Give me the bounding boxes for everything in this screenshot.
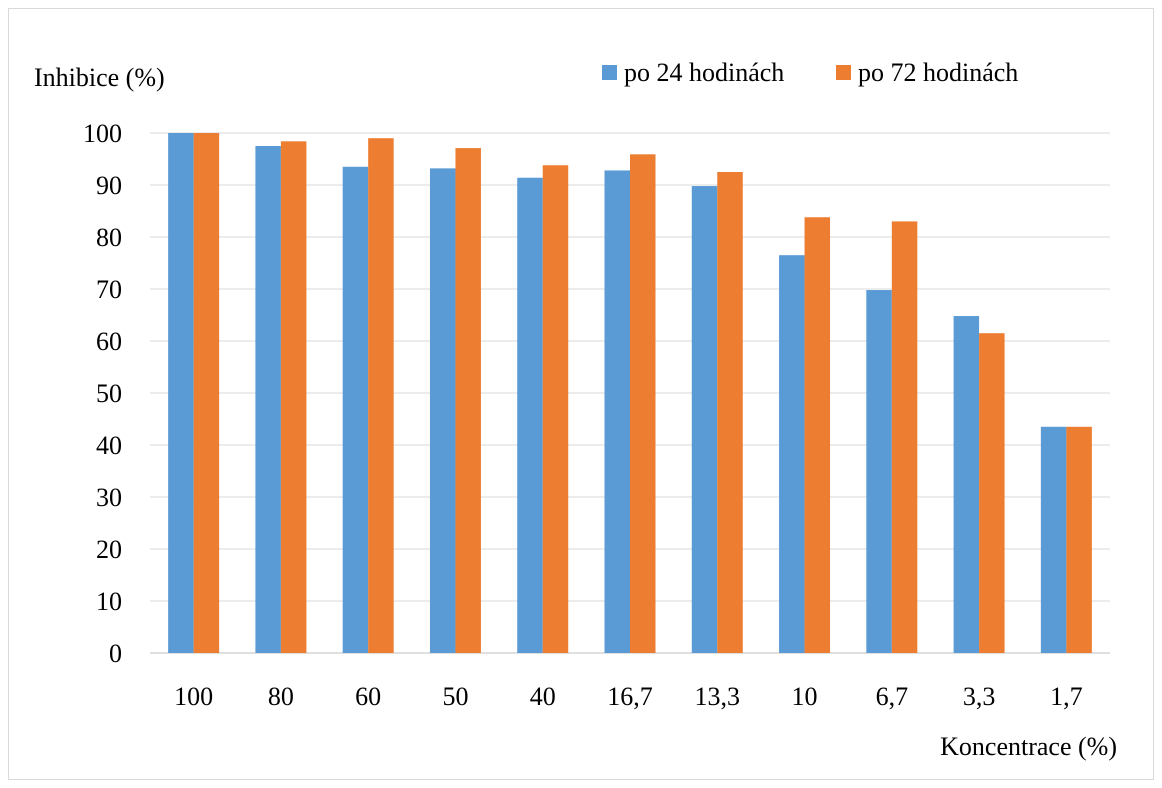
bar-series-2 — [891, 221, 918, 653]
y-tick-label: 20 — [96, 535, 122, 564]
legend-label-series-2: po 72 hodinách — [858, 58, 1018, 87]
x-tick-label: 13,3 — [695, 682, 741, 711]
bar-series-2 — [193, 133, 220, 653]
y-tick-labels: 0 10 20 30 40 50 60 70 80 90 100 — [83, 119, 122, 668]
x-tick-label: 60 — [355, 682, 381, 711]
y-tick-label: 90 — [96, 171, 122, 200]
bar-series-2 — [804, 217, 831, 654]
y-tick-label: 100 — [83, 119, 122, 148]
bar-series-2 — [630, 154, 656, 653]
bar-series-1 — [342, 166, 369, 654]
x-tick-label: 80 — [268, 682, 294, 711]
bar-series-1 — [168, 133, 194, 653]
y-tick-label: 50 — [96, 379, 122, 408]
bar-series-1 — [604, 170, 630, 653]
bar-series-2 — [542, 165, 569, 654]
x-tick-label: 100 — [174, 682, 213, 711]
y-tick-label: 10 — [96, 587, 122, 616]
legend-swatch-series-1 — [602, 65, 617, 80]
bar-series-2 — [1066, 426, 1092, 653]
y-tick-label: 40 — [96, 431, 122, 460]
x-tick-label: 50 — [442, 682, 468, 711]
x-tick-label: 1,7 — [1050, 682, 1083, 711]
x-axis-label: Koncentrace (%) — [940, 732, 1117, 761]
legend: po 24 hodinách po 72 hodinách — [602, 58, 1018, 87]
bar-series-1 — [429, 168, 456, 654]
x-tick-label: 16,7 — [607, 682, 653, 711]
bar-series-2 — [280, 141, 307, 653]
bar-series-1 — [691, 186, 718, 654]
bar-series-1 — [953, 316, 980, 653]
bar-series-2 — [368, 138, 394, 653]
x-tick-labels: 100 80 60 50 40 16,7 13,3 10 6,7 3,3 1,7 — [174, 682, 1082, 711]
bar-series-1 — [866, 290, 892, 653]
x-tick-label: 10 — [792, 682, 818, 711]
y-tick-label: 30 — [96, 483, 122, 512]
bar-series-1 — [779, 255, 805, 653]
bar-series-1 — [255, 146, 281, 653]
y-tick-label: 0 — [109, 639, 122, 668]
x-tick-label: 40 — [530, 682, 556, 711]
bar-series-2 — [717, 172, 743, 653]
legend-swatch-series-2 — [836, 65, 851, 80]
legend-label-series-1: po 24 hodinách — [624, 58, 784, 87]
y-tick-label: 70 — [96, 275, 122, 304]
x-tick-label: 6,7 — [876, 682, 909, 711]
bar-series-1 — [1040, 426, 1067, 653]
bar-series-2 — [455, 148, 481, 653]
bar-series-2 — [979, 333, 1005, 653]
bars — [168, 133, 1092, 654]
y-tick-label: 60 — [96, 327, 122, 356]
x-tick-label: 3,3 — [963, 682, 996, 711]
y-axis-label: Inhibice (%) — [34, 63, 165, 92]
bar-series-1 — [517, 177, 543, 653]
y-tick-label: 80 — [96, 223, 122, 252]
